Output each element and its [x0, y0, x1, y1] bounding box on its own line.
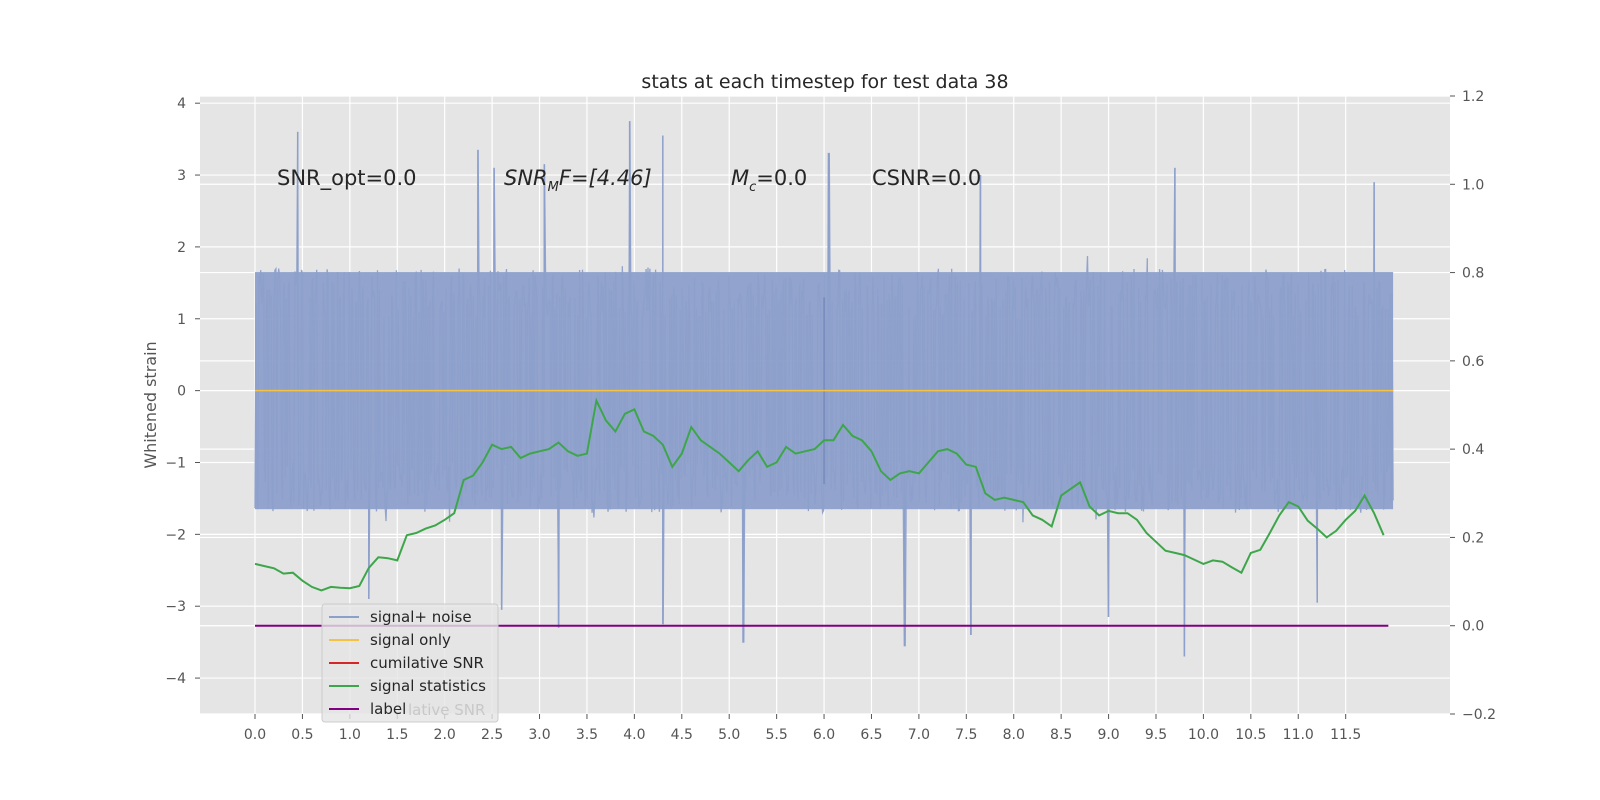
y-tick-label-left: 1 [177, 312, 186, 328]
x-tick-label: 3.5 [576, 727, 598, 743]
x-tick-label: 8.5 [1050, 727, 1072, 743]
x-tick-label: 4.0 [623, 727, 645, 743]
x-tick-label: 4.5 [671, 727, 693, 743]
legend-ghost-text: lative SNR [408, 701, 485, 719]
y-tick-label-left: 4 [177, 96, 186, 112]
legend-label: signal+ noise [370, 608, 472, 626]
y-tick-label-left: −1 [165, 455, 186, 471]
x-tick-label: 1.5 [386, 727, 408, 743]
y-tick-label-right: 0.0 [1462, 619, 1484, 635]
x-tick-label: 8.0 [1003, 727, 1025, 743]
x-tick-label: 9.5 [1145, 727, 1167, 743]
y-tick-label-right: 0.2 [1462, 530, 1484, 546]
legend-box [321, 603, 499, 723]
x-tick-label: 2.5 [481, 727, 503, 743]
legend-label: cumilative SNR [370, 654, 484, 672]
y-tick-label-left: 2 [177, 240, 186, 256]
annotation-csnr: CSNR=0.0 [872, 166, 981, 190]
y-tick-label-right: 0.4 [1462, 442, 1484, 458]
x-tick-label: 11.5 [1330, 727, 1361, 743]
x-tick-label: 0.0 [244, 727, 266, 743]
annotation-mc: Mc=0.0 [731, 166, 807, 195]
annotation-mc-subscript: c [749, 180, 756, 195]
y-tick-label-right: 0.8 [1462, 266, 1484, 282]
y-tick-label-left: −3 [165, 599, 186, 615]
legend: lative SNR signal+ noise signal only cumil… [321, 603, 499, 723]
y-tick-label-left: −4 [165, 671, 186, 687]
series-layer [254, 121, 1394, 657]
y-tick-label-left: 3 [177, 168, 186, 184]
x-tick-label: 9.0 [1097, 727, 1119, 743]
axes: 0.0 0.5 1.0 1.5 2.0 2.5 3.0 3.5 4.0 4.5 5.0 5.5 6.0 6… [165, 89, 1496, 743]
x-tick-label: 6.0 [813, 727, 835, 743]
y-tick-label-left: 0 [177, 384, 186, 400]
x-tick-label: 1.0 [339, 727, 361, 743]
x-tick-label: 7.0 [908, 727, 930, 743]
series-signal-statistics [254, 397, 1385, 592]
annotation-snr-mf-symbol: SNR [504, 166, 548, 190]
x-tick-label: 10.5 [1235, 727, 1266, 743]
annotation-mc-symbol: M [731, 166, 749, 190]
y-tick-label-right: 1.2 [1462, 89, 1484, 105]
y-tick-label-right: 0.6 [1462, 354, 1484, 370]
annotation-snr-mf-subscript: M [548, 180, 559, 195]
legend-label: signal only [370, 631, 451, 649]
legend-label: signal statistics [370, 677, 486, 695]
y-tick-label-right: 1.0 [1462, 177, 1484, 193]
x-tick-label: 3.0 [528, 727, 550, 743]
y-axis-label: Whitened strain [141, 341, 160, 468]
x-tick-label: 10.0 [1188, 727, 1219, 743]
x-tick-label: 5.0 [718, 727, 740, 743]
x-tick-label: 2.0 [434, 727, 456, 743]
x-tick-label: 6.5 [860, 727, 882, 743]
annotation-snr-mf: SNRMF=[4.46] [504, 166, 652, 195]
annotations: SNR_opt=0.0 SNRMF=[4.46] Mc=0.0 CSNR=0.0 [277, 166, 981, 195]
x-tick-label: 5.5 [765, 727, 787, 743]
x-tick-label: 11.0 [1283, 727, 1314, 743]
x-tick-label: 7.5 [955, 727, 977, 743]
annotation-snr-opt: SNR_opt=0.0 [277, 166, 417, 191]
y-tick-label-right: −0.2 [1462, 707, 1496, 723]
annotation-snr-mf-F: F=[4.46] [559, 166, 652, 190]
annotation-mc-value: =0.0 [756, 166, 807, 190]
x-tick-label: 0.5 [291, 727, 313, 743]
y-tick-label-left: −2 [165, 527, 186, 543]
chart-title: stats at each timestep for test data 38 [641, 71, 1008, 93]
legend-label: label [370, 700, 406, 718]
